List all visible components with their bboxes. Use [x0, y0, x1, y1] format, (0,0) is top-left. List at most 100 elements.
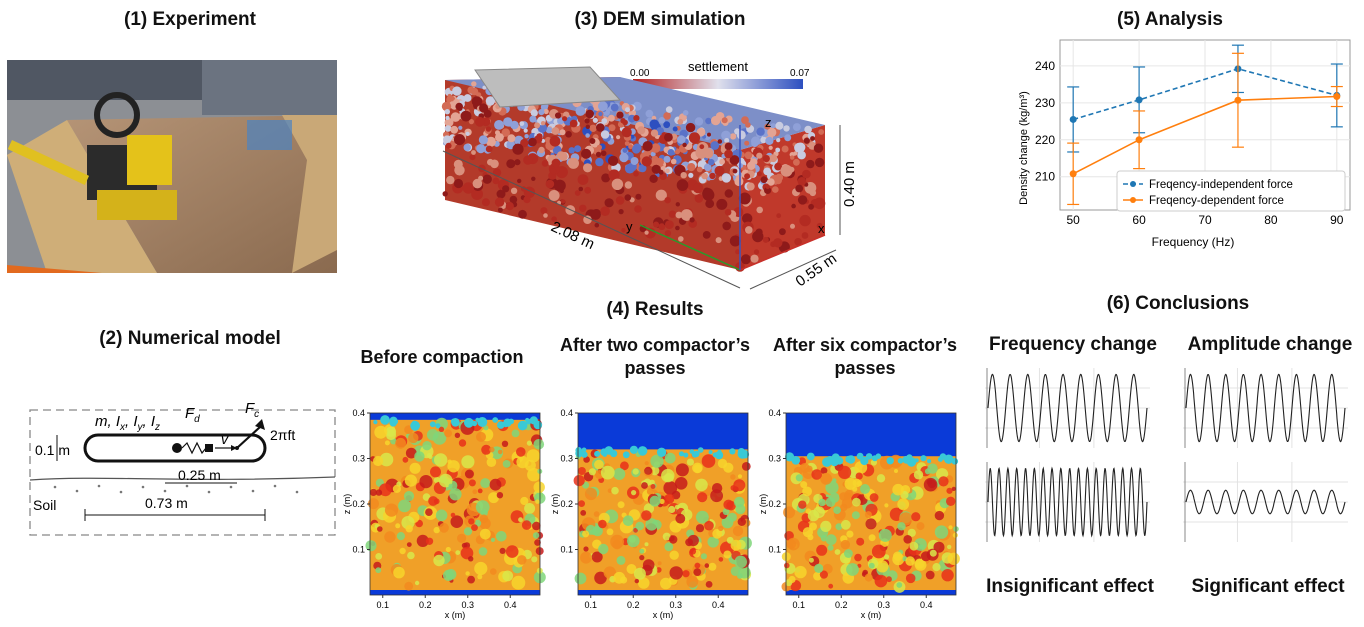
dem-particle	[510, 120, 519, 130]
dem-particle	[668, 210, 677, 218]
plate-height-label: 0.1 m	[35, 442, 70, 458]
dem-particle	[506, 159, 516, 169]
dem-particle	[770, 123, 777, 130]
heatmap-cell	[535, 499, 540, 504]
dem-particle	[717, 139, 723, 144]
dem-particle	[543, 108, 549, 115]
heatmap-cell	[384, 440, 390, 446]
heatmap-cell	[620, 461, 629, 471]
heatmap-cell	[404, 474, 417, 487]
heatmap-cell	[450, 512, 456, 518]
dem-particle	[624, 194, 632, 201]
surface-grain	[689, 449, 695, 454]
dem-particle	[699, 144, 705, 150]
dem-particle	[507, 134, 516, 143]
dem-particle	[783, 125, 790, 132]
dem-particle	[663, 121, 671, 129]
heatmap-cell	[911, 512, 921, 522]
heatmap-cell	[384, 531, 396, 543]
dem-particle	[653, 221, 660, 228]
dem-title: (3) DEM simulation	[574, 9, 746, 30]
dem-particle	[485, 145, 493, 153]
dem-particle	[678, 236, 684, 242]
dem-particle	[677, 135, 686, 144]
dem-particle	[453, 134, 466, 146]
heatmap-cell	[526, 440, 532, 446]
dem-particle	[524, 134, 529, 139]
dem-particle	[732, 168, 738, 174]
heatmap-cell	[407, 551, 415, 560]
dem-particle	[664, 230, 672, 237]
heatmap-cell	[634, 578, 639, 584]
dem-particle	[655, 189, 667, 201]
surface-grain	[860, 456, 869, 466]
dem-particle	[774, 162, 782, 171]
ytick-label: 0.4	[560, 408, 573, 418]
dem-particle	[651, 155, 659, 163]
dem-particle	[650, 129, 659, 137]
dem-particle	[687, 163, 696, 172]
dem-particle	[756, 127, 765, 136]
heatmap-cell	[927, 463, 938, 474]
heatmap-cell	[396, 532, 405, 541]
dem-particle	[781, 145, 789, 153]
experiment-title: (1) Experiment	[124, 9, 256, 30]
dem-particle	[616, 111, 624, 119]
freq-wave-high	[985, 462, 1150, 542]
heatmap-cell	[674, 477, 688, 490]
heatmap-cell	[834, 549, 841, 555]
heatmap-cell	[406, 542, 412, 547]
dem-particle	[608, 114, 615, 122]
waveform	[987, 373, 1148, 443]
ytick-label: 0.2	[352, 499, 365, 509]
dem-particle	[481, 198, 490, 207]
dem-particle	[551, 127, 560, 135]
heatmap-cell	[631, 490, 637, 496]
heatmap-cell	[737, 474, 743, 479]
dem-particle	[444, 119, 452, 126]
heatmap-cell	[409, 462, 421, 474]
surface-grain	[678, 451, 685, 457]
dem-particle	[472, 178, 483, 189]
xtick-label: 0.3	[461, 600, 474, 610]
heatmap-cell	[893, 551, 903, 561]
dem-particle	[685, 122, 696, 133]
dem-particle	[514, 159, 521, 166]
heatmap-cell	[395, 523, 401, 529]
heatmap-cell	[925, 570, 935, 580]
ylabel: z (m)	[550, 494, 560, 515]
dem-particle	[688, 132, 701, 144]
dem-particle	[810, 136, 815, 141]
dem-particle	[475, 116, 485, 127]
ytick-label: 0.3	[352, 454, 365, 464]
dem-particle	[502, 185, 510, 193]
mass-label: m, Ix, Iy, Iz	[95, 413, 160, 433]
dem-particle	[594, 222, 600, 228]
heatmap-cell	[392, 484, 401, 493]
numerical-model-title: (2) Numerical model	[99, 328, 281, 349]
heatmap-cell	[476, 431, 486, 442]
conclusions-title: (6) Conclusions	[1106, 293, 1250, 314]
heatmap-cell	[450, 515, 464, 528]
heatmap-cell	[616, 555, 626, 565]
legend-label: Freqency-dependent force	[1149, 195, 1284, 207]
heatmap-cell	[669, 535, 678, 544]
dem-particle	[630, 157, 639, 165]
dem-particle	[764, 123, 771, 130]
dem-particle	[775, 121, 784, 130]
dem-particle	[760, 136, 767, 144]
surface-grain	[729, 448, 736, 455]
heatmap-cell	[738, 566, 751, 579]
dem-particle	[550, 168, 557, 175]
dem-particle	[444, 125, 452, 132]
heatmap-cell	[897, 498, 910, 511]
heatmap-cell	[617, 501, 625, 509]
experiment-photo	[7, 60, 337, 273]
heatmap-cell	[723, 462, 734, 473]
offset-dimension-label: 0.25 m	[178, 467, 221, 483]
dem-particle	[560, 199, 566, 204]
dem-particle	[509, 195, 518, 204]
dem-particle	[633, 115, 640, 122]
heatmap-cell	[694, 562, 701, 569]
dem-particle	[555, 112, 562, 119]
